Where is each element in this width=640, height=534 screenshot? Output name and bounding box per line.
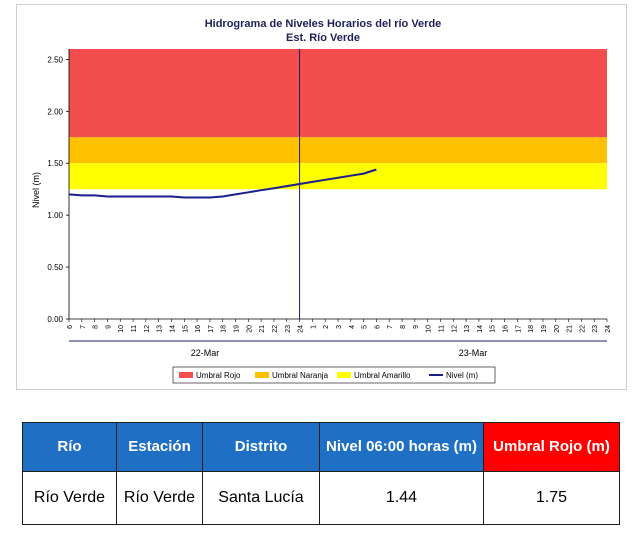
cell-nivel: 1.44	[319, 471, 484, 525]
threshold-band-umbral-naranja	[69, 137, 607, 164]
cell-estacion: Río Verde	[116, 471, 203, 525]
legend-swatch	[337, 372, 351, 378]
legend-label: Nivel (m)	[446, 371, 478, 380]
day-label-23-mar: 23-Mar	[459, 348, 488, 358]
threshold-band-umbral-rojo	[69, 49, 607, 138]
x-tick-label: 23	[285, 325, 292, 333]
x-tick-label: 14	[169, 325, 176, 333]
x-tick-label: 6	[67, 325, 74, 329]
x-tick-label: 20	[554, 325, 561, 333]
legend-label: Umbral Rojo	[196, 371, 241, 380]
x-tick-label: 6	[374, 325, 381, 329]
header-nivel: Nivel 06:00 horas (m)	[319, 422, 484, 472]
y-axis-label: Nivel (m)	[31, 172, 41, 208]
x-tick-label: 3	[336, 325, 343, 329]
legend-swatch	[255, 372, 269, 378]
y-tick-label: 1.50	[47, 159, 63, 168]
x-tick-label: 7	[387, 325, 394, 329]
legend-box	[172, 366, 496, 384]
x-tick-label: 11	[131, 325, 138, 332]
y-tick-label: 2.00	[47, 107, 63, 116]
chart-legend: Umbral Rojo Umbral Naranja Umbral Amarillo…	[172, 366, 496, 384]
x-tick-label: 18	[528, 325, 535, 333]
chart-title: Hidrograma de Niveles Horarios del río V…	[205, 18, 442, 30]
chart-frame: Hidrograma de Niveles Horarios del río V…	[16, 4, 627, 390]
cell-umbral-rojo: 1.75	[483, 471, 620, 525]
x-tick-label: 16	[195, 325, 202, 333]
x-tick-label: 12	[451, 325, 458, 333]
series-line-nivel	[68, 168, 377, 199]
x-tick-label: 19	[234, 325, 241, 333]
x-tick-label: 18	[221, 325, 228, 333]
x-tick-label: 15	[490, 325, 497, 333]
cell-distrito: Santa Lucía	[202, 471, 320, 525]
header-umbral-rojo: Umbral Rojo (m)	[483, 422, 620, 472]
x-tick-label: 24	[298, 325, 305, 333]
y-tick-label: 1.00	[47, 211, 63, 220]
x-tick-label: 17	[515, 325, 522, 333]
header-estacion: Estación	[116, 422, 203, 472]
x-tick-label: 21	[259, 325, 266, 333]
table-header-row: Río Estación Distrito Nivel 06:00 horas …	[22, 422, 620, 472]
chart-subtitle: Est. Río Verde	[286, 32, 360, 44]
x-tick-label: 24	[605, 325, 612, 333]
x-tick-label: 20	[246, 325, 253, 333]
threshold-band-umbral-amarillo	[69, 163, 607, 190]
x-tick-label: 11	[438, 325, 445, 332]
x-tick-label: 22	[579, 325, 586, 333]
river-level-table: Río Estación Distrito Nivel 06:00 horas …	[22, 422, 620, 525]
header-distrito: Distrito	[202, 422, 320, 472]
x-tick-label: 4	[349, 325, 356, 329]
x-tick-label: 9	[105, 325, 112, 329]
legend-label: Umbral Amarillo	[354, 371, 411, 380]
x-tick-label: 9	[413, 325, 420, 329]
x-tick-label: 8	[93, 325, 100, 329]
x-tick-label: 13	[464, 325, 471, 333]
x-tick-label: 12	[144, 325, 151, 333]
header-rio: Río	[22, 422, 117, 472]
x-tick-label: 23	[592, 325, 599, 333]
x-tick-label: 15	[182, 325, 189, 333]
legend-label: Umbral Naranja	[272, 371, 329, 380]
x-tick-label: 21	[567, 325, 574, 333]
x-tick-label: 10	[118, 325, 125, 333]
table-row: Río Verde Río Verde Santa Lucía 1.44 1.7…	[22, 471, 620, 525]
cell-rio: Río Verde	[22, 471, 117, 525]
x-tick-label: 1	[310, 325, 317, 329]
hydrograph-chart: Hidrograma de Niveles Horarios del río V…	[31, 18, 612, 384]
x-tick-label: 16	[503, 325, 510, 333]
y-tick-label: 2.50	[47, 55, 63, 64]
day-label-22-mar: 22-Mar	[191, 348, 220, 358]
x-tick-label: 14	[477, 325, 484, 333]
x-tick-label: 8	[400, 325, 407, 329]
x-tick-label: 19	[541, 325, 548, 333]
x-tick-label: 10	[426, 325, 433, 333]
x-tick-label: 7	[80, 325, 87, 329]
x-tick-label: 2	[323, 325, 330, 329]
x-tick-label: 17	[208, 325, 215, 333]
legend-swatch	[179, 372, 193, 378]
x-tick-label: 22	[272, 325, 279, 333]
y-tick-label: 0.00	[47, 315, 63, 324]
y-tick-label: 0.50	[47, 263, 63, 272]
x-tick-label: 13	[157, 325, 164, 333]
x-tick-label: 5	[362, 325, 369, 329]
